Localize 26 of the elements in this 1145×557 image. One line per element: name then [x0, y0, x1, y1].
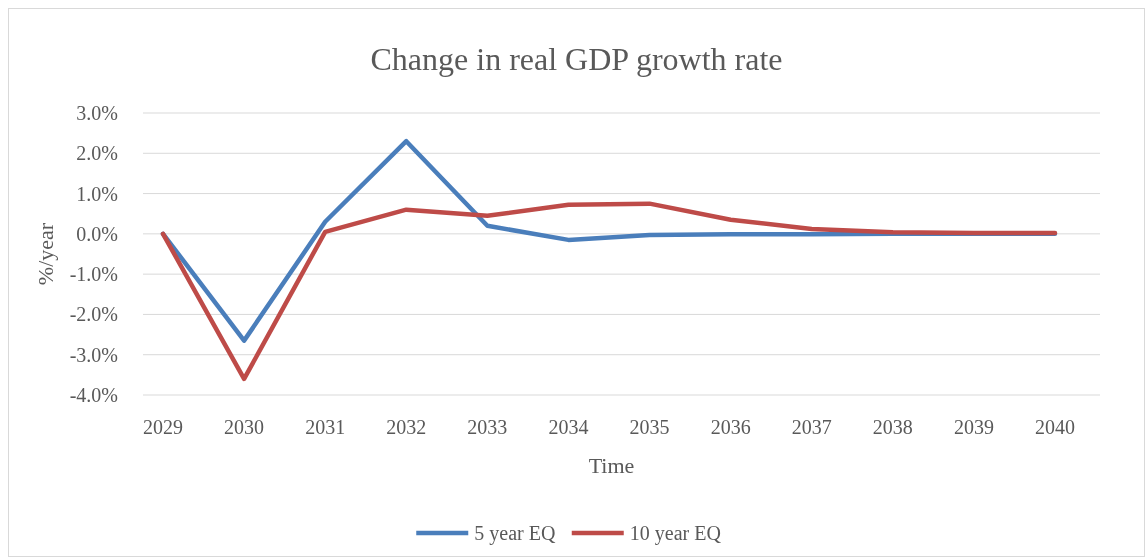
line-series	[160, 201, 1058, 382]
x-axis-title: Time	[588, 453, 635, 478]
x-tick-label: 2032	[386, 416, 427, 438]
x-tick-label: 2034	[548, 416, 589, 438]
y-tick-label: -1.0%	[69, 263, 118, 286]
legend-label: 10 year EQ	[629, 522, 722, 545]
y-tick-label: 3.0%	[76, 102, 118, 124]
x-tick-label: 2038	[872, 416, 913, 438]
x-tick-label: 2029	[143, 416, 183, 438]
y-tick-label: 0.0%	[76, 222, 118, 245]
x-tick-label: 2033	[467, 416, 508, 438]
x-tick-label: 2040	[1035, 416, 1075, 438]
y-tick-label: -3.0%	[69, 343, 118, 366]
x-tick-label: 2039	[953, 416, 994, 438]
y-tick-label: -4.0%	[69, 384, 118, 406]
x-tick-label: 2030	[224, 416, 265, 438]
x-tick-label: 2037	[791, 416, 832, 438]
legend-label: 5 year EQ	[474, 522, 556, 545]
y-tick-label: -2.0%	[69, 303, 118, 326]
x-tick-label: 2035	[629, 416, 670, 438]
x-tick-label: 2031	[305, 416, 346, 438]
chart-title: Change in real GDP growth rate	[370, 41, 783, 77]
y-tick-label: 2.0%	[76, 142, 118, 165]
x-tick-label: 2036	[710, 416, 751, 438]
y-tick-label: 1.0%	[76, 182, 118, 205]
y-axis-title: %/year	[33, 222, 58, 286]
